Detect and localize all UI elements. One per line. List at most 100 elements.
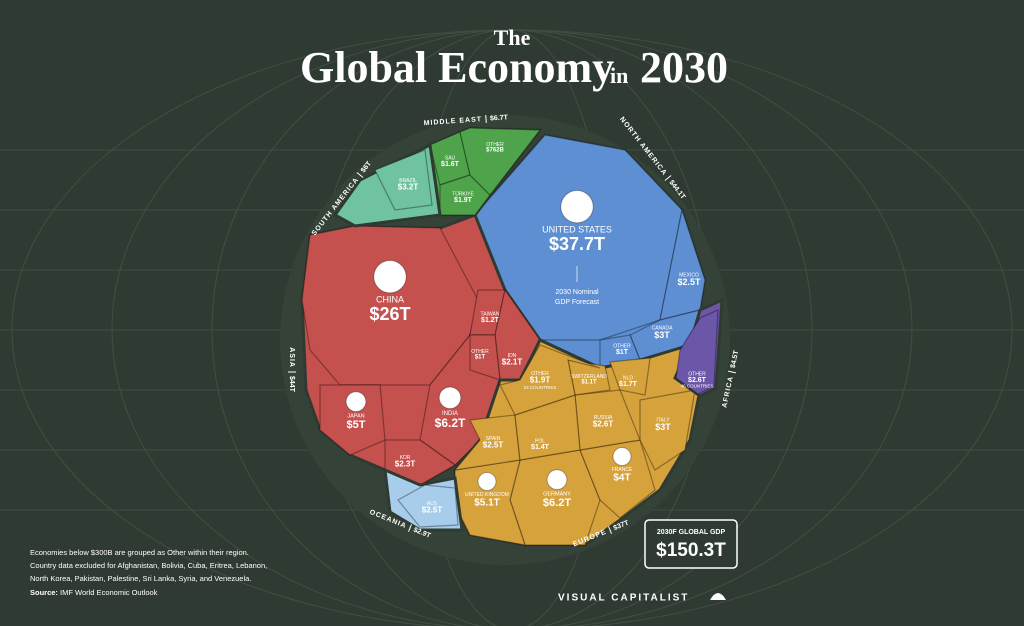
country-value: $37.7T: [549, 234, 605, 254]
flag: [477, 472, 497, 491]
country-cell: [675, 309, 719, 395]
country-name: TÜRKIYE: [452, 190, 474, 197]
country-name: OTHER: [471, 349, 489, 355]
country-cell: [374, 149, 433, 211]
region-separator: [485, 114, 487, 124]
country-name: CANADA: [652, 325, 674, 331]
country-value: $2.3T: [395, 460, 416, 469]
total-box: [644, 519, 738, 569]
forecast-note: GDP Forecast: [555, 299, 599, 306]
flag: [612, 447, 632, 466]
country-name: UNITED KINGDOM: [465, 492, 509, 498]
country-cell: [397, 484, 459, 528]
region-separator: [727, 370, 737, 374]
country-cell: [639, 389, 696, 471]
country-cell: [459, 127, 542, 196]
country-value: $1T: [475, 354, 486, 360]
country-name: TAIWAN: [481, 311, 500, 317]
note-line: North Korea, Pakistan, Palestine, Sri La…: [30, 574, 251, 583]
country-value: $2.1T: [502, 358, 523, 367]
country-name: INDIA: [442, 411, 458, 417]
country-name: FRANCE: [612, 467, 633, 473]
country-value: $6.2T: [435, 416, 466, 430]
total-label: 2030F GLOBAL GDP: [657, 529, 726, 536]
country-value: $1.2T: [481, 317, 500, 324]
country-value: $2.6T: [593, 420, 614, 429]
country-name: KOR: [400, 455, 411, 461]
country-name: SPAIN: [486, 436, 501, 442]
country-value: $2.5T: [483, 441, 504, 450]
country-value: $5.1T: [474, 498, 500, 509]
flag: [546, 469, 568, 491]
country-note: 23 COUNTRIES: [524, 385, 557, 390]
region-label: MIDDLE EAST $6.7T: [423, 114, 509, 127]
title-in: in: [610, 63, 628, 88]
source-text: IMF World Economic Outlook: [60, 588, 158, 597]
country-cell: [499, 344, 601, 416]
country-name: OTHER: [486, 142, 504, 148]
region-name: MIDDLE EAST: [423, 116, 482, 127]
country-value: $2.6T: [688, 377, 707, 384]
country-value: $1.1T: [581, 379, 597, 385]
country-cell: [319, 384, 386, 456]
country-cell: [453, 414, 521, 471]
country-name: OTHER: [688, 371, 706, 377]
region-value: $4.5T: [730, 349, 741, 369]
country-value: $762B: [486, 147, 504, 153]
title-pre: The: [494, 25, 531, 50]
country-name: GERMANY: [543, 491, 571, 497]
country-name: ITALY: [656, 417, 670, 423]
note-line: Economies below $300B are grouped as Oth…: [30, 548, 249, 557]
forecast-note: 2030 Nominal: [555, 289, 599, 296]
region-value: $44T: [288, 376, 295, 393]
country-cell: [384, 439, 457, 486]
country-cell: [609, 357, 651, 396]
country-value: $3T: [655, 422, 671, 432]
country-value: $4T: [613, 473, 630, 484]
country-name: AUS: [427, 501, 438, 507]
brand-logo: [710, 593, 726, 600]
country-name: IDN: [508, 353, 517, 359]
note-line: Country data excluded for Afghanistan, B…: [30, 561, 267, 570]
source-label: Source:: [30, 588, 58, 597]
region-name: ASIA: [288, 347, 295, 368]
country-value: $1T: [616, 349, 629, 356]
flag: [345, 391, 367, 413]
region-label: ASIA $44T: [288, 347, 296, 393]
region-separator: [356, 172, 364, 178]
country-value: $1.6T: [441, 161, 460, 168]
country-name: RUSSIA: [594, 415, 613, 421]
country-value: $1.9T: [530, 376, 551, 385]
country-name: MEXICO: [679, 272, 699, 278]
country-value: $6.2T: [543, 497, 571, 509]
country-value: $2.5T: [677, 277, 701, 287]
flag: [560, 190, 594, 224]
country-value: $3T: [654, 330, 670, 340]
flag: [438, 386, 462, 410]
country-name: OTHER: [613, 343, 631, 349]
country-value: $26T: [369, 304, 410, 324]
country-name: SWITZERLAND: [571, 374, 607, 380]
country-name: POL: [535, 438, 545, 444]
region-separator: [608, 526, 612, 534]
brand: VISUAL CAPITALIST: [558, 593, 689, 604]
flag: [373, 260, 407, 294]
region-separator: [408, 524, 412, 532]
country-name: OTHER: [531, 371, 549, 377]
country-name: BRAZIL: [399, 178, 417, 184]
country-value: $1.7T: [619, 381, 638, 388]
country-name: CHINA: [376, 294, 404, 304]
total-value: $150.3T: [656, 540, 726, 561]
country-value: $1.9T: [454, 197, 473, 204]
region-separator: [664, 175, 672, 181]
country-value: $3.2T: [398, 183, 419, 192]
region-value: $6.7T: [490, 114, 509, 122]
country-value: $2.5T: [422, 506, 443, 515]
title-main: Global Economy: [300, 43, 614, 92]
country-name: SAU: [445, 155, 456, 161]
country-cell: [567, 359, 611, 396]
country-value: $1.4T: [531, 444, 550, 451]
country-name: JAPAN: [347, 413, 364, 419]
treemap: UNITED STATES$37.7TMEXICO$2.5TCANADA$3TO…: [288, 114, 741, 548]
